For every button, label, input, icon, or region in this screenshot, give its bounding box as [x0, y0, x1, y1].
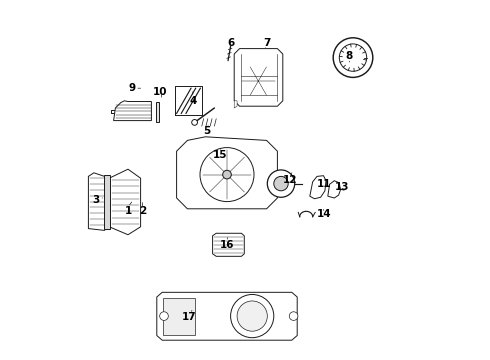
Text: 7: 7 — [263, 38, 270, 48]
Polygon shape — [176, 137, 277, 209]
Polygon shape — [109, 169, 141, 235]
Polygon shape — [157, 292, 297, 340]
Text: 13: 13 — [335, 182, 349, 192]
Circle shape — [192, 120, 197, 125]
Polygon shape — [234, 49, 283, 106]
Circle shape — [339, 44, 367, 71]
Circle shape — [200, 148, 254, 202]
Polygon shape — [156, 102, 159, 122]
Text: 11: 11 — [317, 179, 331, 189]
Text: 14: 14 — [317, 209, 332, 219]
Text: 3: 3 — [92, 195, 99, 205]
Polygon shape — [104, 175, 110, 229]
Circle shape — [268, 170, 294, 197]
Polygon shape — [213, 233, 245, 256]
Polygon shape — [114, 101, 151, 121]
Text: 5: 5 — [203, 126, 211, 136]
Text: 10: 10 — [153, 87, 168, 97]
Text: 12: 12 — [283, 175, 297, 185]
Text: 8: 8 — [346, 51, 353, 61]
Circle shape — [231, 294, 274, 338]
Text: 17: 17 — [182, 312, 196, 322]
Polygon shape — [163, 298, 195, 335]
Text: 4: 4 — [189, 96, 196, 106]
Text: 16: 16 — [220, 240, 234, 250]
Polygon shape — [328, 181, 341, 198]
Circle shape — [222, 170, 231, 179]
Text: 9: 9 — [128, 83, 135, 93]
Circle shape — [237, 301, 268, 331]
Polygon shape — [234, 101, 237, 108]
Polygon shape — [88, 173, 108, 230]
Text: 6: 6 — [227, 38, 234, 48]
Text: 1: 1 — [124, 206, 132, 216]
Text: 15: 15 — [213, 150, 227, 160]
Polygon shape — [310, 176, 326, 199]
Circle shape — [289, 312, 298, 320]
Circle shape — [160, 312, 169, 320]
Circle shape — [274, 176, 288, 191]
Text: 2: 2 — [139, 206, 146, 216]
Circle shape — [333, 38, 373, 77]
